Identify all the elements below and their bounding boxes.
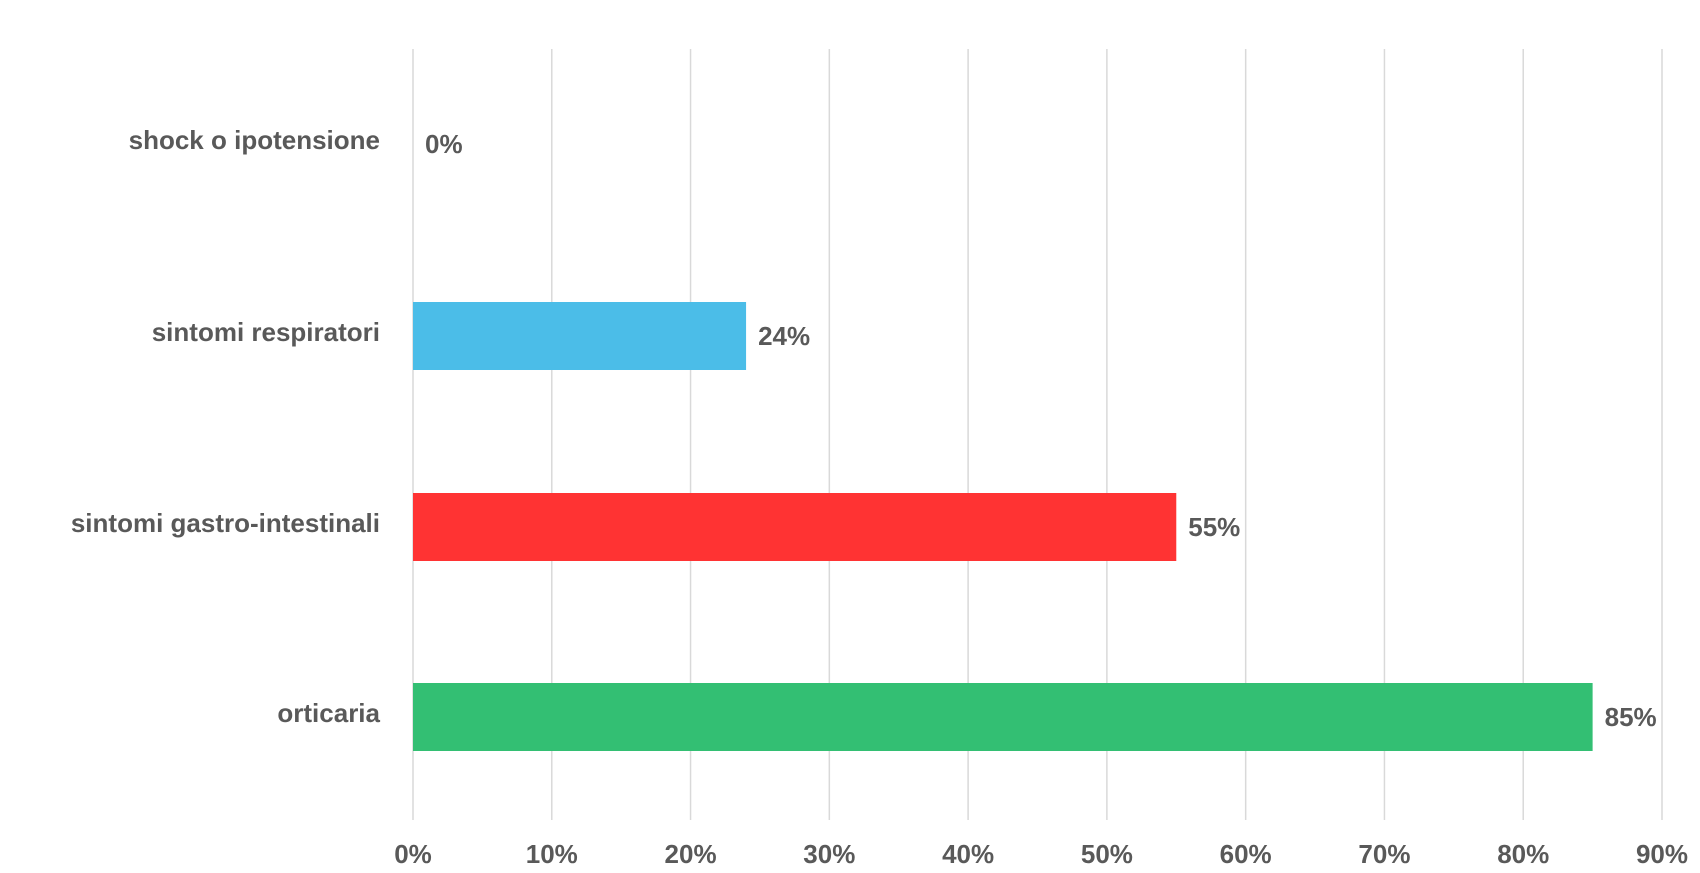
- chart: 0% 10% 20% 30% 40% 50% 60% 70% 80% 90% shock o ipo…: [0, 0, 1700, 873]
- x-tick-label: 10%: [526, 839, 578, 869]
- category-label: orticaria: [277, 698, 380, 728]
- value-label: 0%: [425, 129, 463, 159]
- category-label: sintomi gastro-intestinali: [71, 508, 380, 538]
- value-label: 85%: [1605, 702, 1657, 732]
- x-tick-label: 20%: [665, 839, 717, 869]
- value-label: 55%: [1188, 512, 1240, 542]
- category-label: sintomi respiratori: [152, 317, 380, 347]
- x-tick-label: 50%: [1081, 839, 1133, 869]
- x-tick-label: 60%: [1220, 839, 1272, 869]
- category-label: shock o ipotensione: [129, 125, 380, 155]
- bar: [413, 302, 746, 370]
- bar: [413, 493, 1176, 561]
- x-tick-label: 70%: [1358, 839, 1410, 869]
- x-tick-label: 90%: [1636, 839, 1688, 869]
- bar: [413, 683, 1593, 751]
- x-tick-label: 30%: [803, 839, 855, 869]
- x-tick-label: 80%: [1497, 839, 1549, 869]
- x-tick-label: 40%: [942, 839, 994, 869]
- value-label: 24%: [758, 321, 810, 351]
- x-tick-label: 0%: [394, 839, 432, 869]
